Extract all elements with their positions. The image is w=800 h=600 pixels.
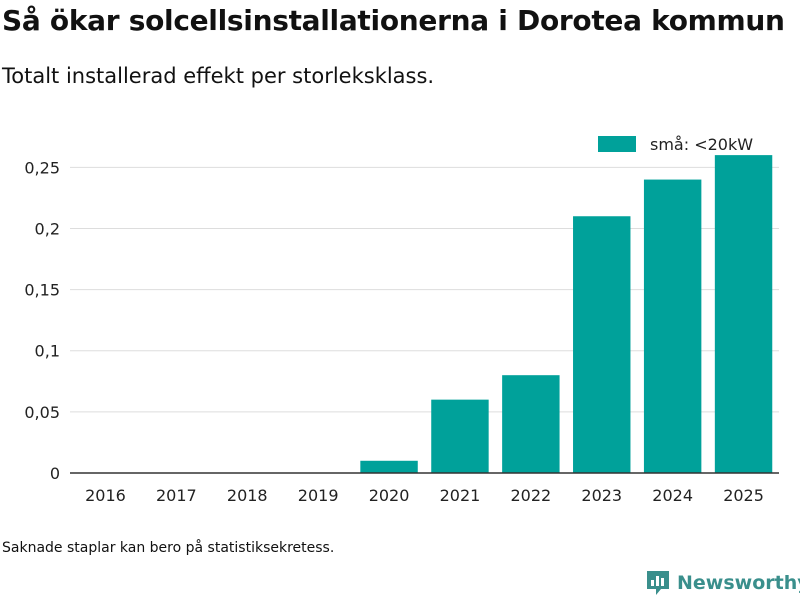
y-tick-label: 0,05: [24, 403, 60, 422]
chart-subtitle: Totalt installerad effekt per storlekskl…: [2, 64, 435, 88]
y-tick-label: 0,15: [24, 281, 60, 300]
bar-2023: [573, 216, 631, 473]
legend-label: små: <20kW: [650, 135, 753, 154]
x-tick-label: 2025: [723, 486, 764, 505]
y-tick-label: 0,25: [24, 158, 60, 177]
x-tick-label: 2024: [652, 486, 693, 505]
x-tick-label: 2023: [581, 486, 622, 505]
brand-name: Newsworthy: [677, 572, 800, 594]
chart-title: Så ökar solcellsinstallationerna i Dorot…: [2, 4, 785, 37]
x-tick-label: 2018: [227, 486, 268, 505]
y-tick-label: 0,2: [35, 219, 60, 238]
x-tick-label: 2022: [510, 486, 551, 505]
bar-2024: [643, 179, 702, 473]
legend-swatch: [598, 136, 636, 152]
y-tick-label: 0,1: [35, 342, 60, 361]
newsworthy-logo-icon: [647, 571, 669, 595]
x-tick-label: 2019: [298, 486, 339, 505]
brand-logo[interactable]: Newsworthy: [645, 569, 800, 597]
bar-2022: [502, 375, 560, 473]
x-tick-label: 2020: [369, 486, 410, 505]
bar-2021: [431, 399, 489, 473]
x-tick-label: 2016: [85, 486, 126, 505]
bar-2020: [360, 460, 418, 473]
footnote: Saknade staplar kan bero på statistiksek…: [2, 540, 335, 556]
x-tick-label: 2017: [156, 486, 197, 505]
y-tick-label: 0: [50, 464, 60, 483]
x-tick-label: 2021: [440, 486, 481, 505]
bar-2025: [714, 155, 773, 473]
